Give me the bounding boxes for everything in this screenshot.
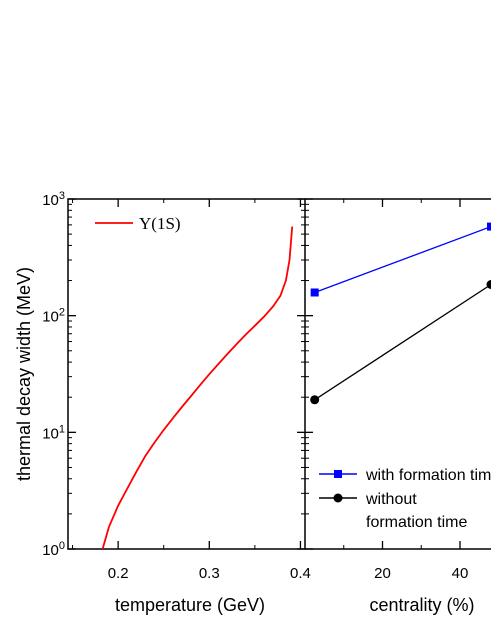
- left-axis-ticks: [68, 198, 305, 550]
- legend-label-upsilon: Υ(1S): [139, 214, 181, 233]
- x-tick-label: 0.4: [290, 565, 311, 582]
- legend-marker-circle: [333, 493, 343, 503]
- y-tick-label: 101: [42, 423, 65, 442]
- legend-marker-square: [334, 470, 342, 478]
- data-point-circle: [310, 395, 320, 405]
- y-tick-label: 102: [42, 307, 65, 326]
- x-tick-label: 40: [452, 565, 469, 582]
- legend-label-without-line1: without: [365, 491, 417, 508]
- legend-label-without-line2: formation time: [366, 514, 467, 531]
- x-tick-label: 0.2: [108, 565, 129, 582]
- right-plot-panel: 20 40 centrality (%) with formation time…: [305, 198, 491, 615]
- series-line-with-formation: [314, 225, 491, 294]
- data-point-square: [487, 222, 491, 231]
- right-series-layer: [310, 222, 491, 405]
- right-axis-ticks: [305, 198, 461, 550]
- data-point-circle: [486, 279, 491, 289]
- left-plot-panel: 100 101 102 103 0.2 0.3 0.4 temperature …: [14, 190, 311, 615]
- x-tick-label: 20: [374, 565, 391, 582]
- y-axis-label: thermal decay width (MeV): [14, 267, 34, 481]
- y-tick-label: 103: [42, 190, 65, 209]
- series-line-upsilon-1s: [101, 226, 294, 549]
- x-axis-label-temperature: temperature (GeV): [115, 595, 265, 615]
- legend-label-without-formation: without formation time: [365, 491, 467, 531]
- x-axis-label-centrality: centrality (%): [369, 595, 474, 615]
- left-plot-frame: [67, 198, 306, 550]
- series-line-without-formation: [314, 283, 491, 401]
- y-tick-label: 100: [42, 540, 65, 559]
- x-tick-label: 0.3: [199, 565, 220, 582]
- left-series-layer: [101, 226, 294, 549]
- data-point-square: [310, 288, 319, 297]
- legend-label-with-formation: with formation time: [365, 467, 491, 484]
